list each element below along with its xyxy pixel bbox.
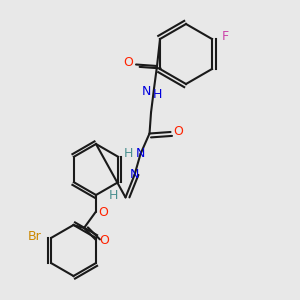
Text: N: N: [130, 168, 139, 182]
Text: H: H: [109, 189, 118, 203]
Text: H: H: [153, 88, 163, 101]
Text: H: H: [124, 147, 133, 161]
Text: N: N: [136, 147, 145, 161]
Text: O: O: [100, 234, 109, 248]
Text: O: O: [173, 124, 183, 138]
Text: N: N: [142, 85, 151, 98]
Text: Br: Br: [28, 230, 42, 243]
Text: F: F: [222, 29, 229, 43]
Text: O: O: [124, 56, 134, 70]
Text: O: O: [99, 206, 108, 220]
